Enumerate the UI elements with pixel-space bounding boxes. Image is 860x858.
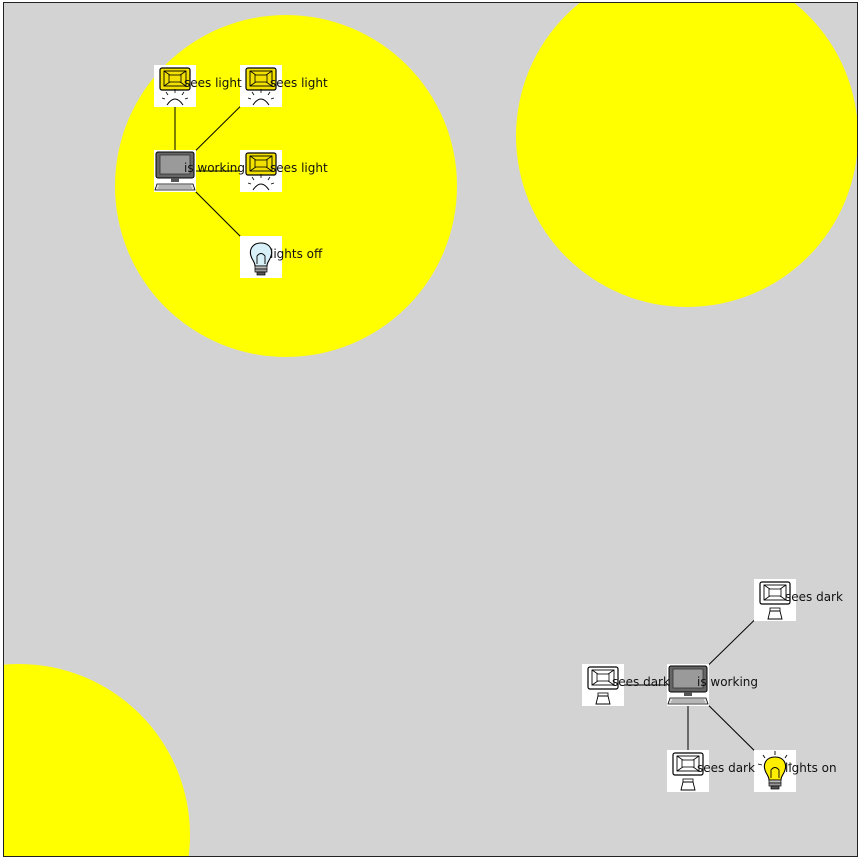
- simulation-canvas: [3, 2, 858, 857]
- node-label: is working: [184, 161, 245, 175]
- node-label: lights on: [785, 761, 837, 775]
- lit-zone-top-right: [516, 3, 857, 307]
- node-label: sees light: [184, 76, 242, 90]
- node-label: sees dark: [697, 761, 755, 775]
- node-label: sees light: [270, 76, 328, 90]
- lit-zone-bottom-left: [4, 664, 190, 856]
- node-label: sees light: [270, 161, 328, 175]
- node-label: sees dark: [612, 675, 670, 689]
- node-label: sees dark: [785, 590, 843, 604]
- node-label: is working: [697, 675, 758, 689]
- node-label: lights off: [270, 247, 323, 261]
